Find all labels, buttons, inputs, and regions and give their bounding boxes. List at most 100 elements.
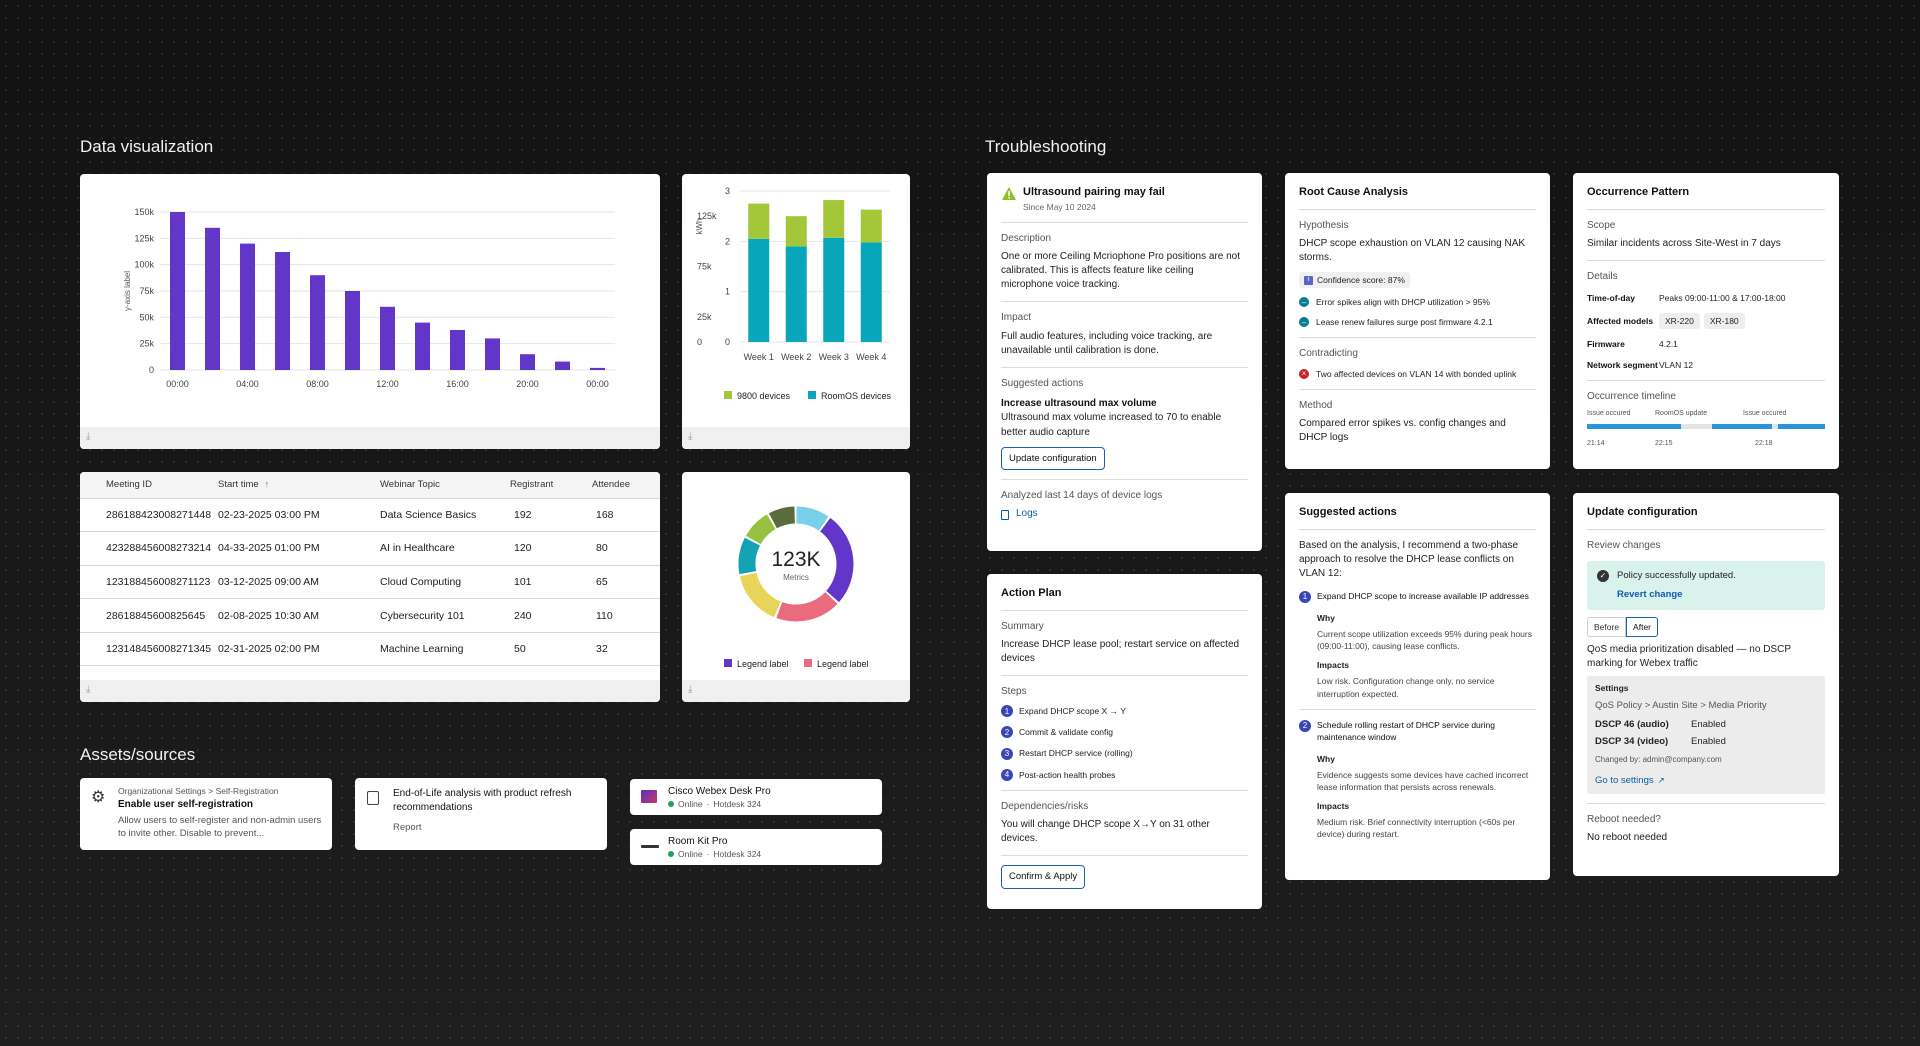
success-banner: ✓ Policy successfully updated. Revert ch… — [1587, 560, 1825, 610]
step-number: 1 — [1001, 705, 1013, 718]
report-title: End-of-Life analysis with product refres… — [393, 788, 572, 813]
table-row[interactable]: 423288456008273214 04-33-2025 01:00 PM AI … — [80, 531, 660, 566]
download-icon[interactable]: ⤓ — [86, 431, 91, 442]
download-icon[interactable]: ⤓ — [688, 684, 693, 695]
donut-chart-card: 123K Metrics Legend label Legend label ⤓ — [682, 472, 910, 702]
impact-text: Full audio features, including voice tra… — [1001, 330, 1213, 356]
timeline-segment — [1587, 423, 1681, 429]
external-link-icon[interactable]: ↗ — [1657, 775, 1665, 786]
bar — [205, 227, 220, 370]
confirm-apply-button[interactable]: Confirm & Apply — [1001, 865, 1086, 889]
stacked-bar-segment — [823, 200, 845, 238]
info-icon: i — [1304, 275, 1313, 285]
table-row[interactable]: 286188423008271448 02-23-2025 03:00 PM Dat… — [80, 498, 660, 533]
supporting-evidence: – Lease renew failures surge post firmwar… — [1299, 316, 1536, 328]
table-row[interactable]: 123148456008271345 02-31-2025 02:00 PM Mac… — [80, 632, 660, 667]
reboot-text: No reboot needed — [1587, 831, 1668, 843]
y-tick-label: 75k — [139, 286, 154, 296]
y-tick-label: 100k — [134, 260, 154, 270]
settings-panel: Settings QoS Policy > Austin Site > Medi… — [1587, 676, 1825, 794]
y-tick-label: 125k — [134, 233, 154, 243]
x-tick-label: 16:00 — [446, 379, 469, 389]
cell-registrant: 240 — [510, 598, 592, 633]
x-tick-label: 12:00 — [376, 379, 399, 389]
timeline-segment — [1778, 423, 1825, 429]
cell-meeting-id: 123188456008271123 — [80, 565, 218, 600]
y-axis-label: kWh — [695, 219, 704, 235]
model-chip: XR-220 — [1659, 313, 1700, 330]
evidence-text: Two affected devices on VLAN 14 with bon… — [1316, 368, 1517, 379]
sort-arrow-icon[interactable]: ↑ — [264, 479, 270, 490]
header-webinar-topic[interactable]: Webinar Topic — [380, 472, 510, 499]
hypothesis-text: DHCP scope exhaustion on VLAN 12 causing… — [1299, 237, 1526, 263]
revert-change-link[interactable]: Revert change — [1617, 589, 1683, 601]
chart-footer: ⤓ — [80, 427, 660, 449]
bar-chart: 0 25k 50k 75k 100k 125k 150k y-axis label 00:00 0… — [123, 207, 615, 389]
download-icon[interactable]: ⤓ — [86, 684, 91, 695]
legend-swatch — [724, 391, 732, 399]
header-registrant[interactable]: Registrant — [510, 472, 592, 499]
table-footer: ⤓ — [80, 680, 660, 702]
header-meeting-id[interactable]: Meeting ID — [80, 472, 218, 499]
device-card[interactable]: Cisco Webex Desk Pro Online · Hotdesk 324 — [630, 779, 882, 815]
logs-link[interactable]: Logs — [1016, 508, 1038, 520]
why-text: Current scope utilization exceeds 95% du… — [1317, 629, 1532, 652]
toggle-before[interactable]: Before — [1587, 616, 1627, 637]
chart-footer: ⤓ — [682, 680, 910, 702]
alert-date: Since May 10 2024 — [1023, 201, 1096, 212]
header-attendee[interactable]: Attendee — [592, 472, 660, 499]
detail-value: Peaks 09:00-11:00 & 17:00-18:00 — [1659, 293, 1786, 304]
timeline-track — [1587, 423, 1825, 429]
summary-text: Increase DHCP lease pool; restart servic… — [1001, 638, 1240, 664]
header-start-time[interactable]: Start time ↑ — [218, 472, 380, 499]
stacked-bar-segment — [785, 216, 807, 247]
step-item: 2 Commit & validate config — [1001, 726, 1248, 739]
suggested-actions-label: Suggested actions — [1001, 377, 1084, 389]
before-after-toggle: Before After — [1587, 616, 1825, 637]
bar — [555, 361, 570, 370]
update-configuration-button[interactable]: Update configuration — [1001, 446, 1105, 471]
device-card[interactable]: Room Kit Pro Online · Hotdesk 324 — [630, 829, 882, 865]
table-row[interactable]: 123188456008271123 03-12-2025 09:00 AM Clo… — [80, 565, 660, 600]
cell-topic: Cloud Computing — [380, 565, 510, 600]
supporting-evidence: – Error spikes align with DHCP utilizatio… — [1299, 296, 1536, 308]
action-plan-title: Action Plan — [1001, 587, 1062, 599]
scope-label: Scope — [1587, 219, 1616, 231]
table-row[interactable]: 28618845600825645 02-08-2025 10:30 AM Cybe… — [80, 598, 660, 633]
gear-icon: ⚙ — [91, 789, 106, 806]
toggle-after[interactable]: After — [1626, 616, 1658, 637]
download-icon[interactable]: ⤓ — [688, 431, 693, 442]
model-chip: XR-180 — [1703, 313, 1745, 330]
settings-path: QoS Policy > Austin Site > Media Priorit… — [1595, 700, 1767, 712]
detail-row: Time-of-day Peaks 09:00-11:00 & 17:00-18:… — [1587, 292, 1825, 304]
report-asset-card[interactable]: End-of-Life analysis with product refres… — [355, 778, 607, 850]
detail-row: Firmware 4.2.1 — [1587, 338, 1825, 350]
y-tick-label: 25k — [697, 312, 712, 322]
cell-registrant: 192 — [510, 498, 592, 533]
status-dot — [668, 851, 674, 857]
setting-asset-card[interactable]: ⚙ Organizational Settings > Self-Registr… — [80, 778, 332, 850]
section-title-assets: Assets/sources — [80, 745, 196, 764]
document-icon — [1001, 509, 1009, 520]
occurrence-timeline: Issue occured RoomOS update Issue occure… — [1587, 409, 1825, 455]
bar — [345, 291, 360, 370]
x-tick-label: Week 4 — [856, 352, 886, 362]
donut-slice — [819, 517, 854, 603]
go-to-settings-link[interactable]: Go to settings — [1595, 775, 1654, 787]
step-item: 3 Restart DHCP service (rolling) — [1001, 747, 1248, 760]
method-text: Compared error spikes vs. config changes… — [1299, 417, 1506, 443]
breadcrumb: Organizational Settings > Self-Registrat… — [118, 786, 279, 796]
change-description: QoS media prioritization disabled — no D… — [1587, 643, 1791, 670]
cell-meeting-id: 286188423008271448 — [80, 498, 218, 533]
contradicting-evidence: × Two affected devices on VLAN 14 with bo… — [1299, 368, 1536, 380]
device-thumbnail — [641, 790, 657, 803]
why-label: Why — [1317, 753, 1335, 764]
steps-label: Steps — [1001, 686, 1027, 698]
donut-slice — [768, 506, 796, 529]
bar — [170, 212, 185, 370]
update-configuration-card: Update configuration Review changes ✓ Po… — [1573, 493, 1839, 876]
device-name: Cisco Webex Desk Pro — [668, 786, 771, 797]
setting-key: DSCP 34 (video) — [1595, 736, 1669, 748]
analyzed-text: Analyzed last 14 days of device logs — [1001, 490, 1163, 502]
